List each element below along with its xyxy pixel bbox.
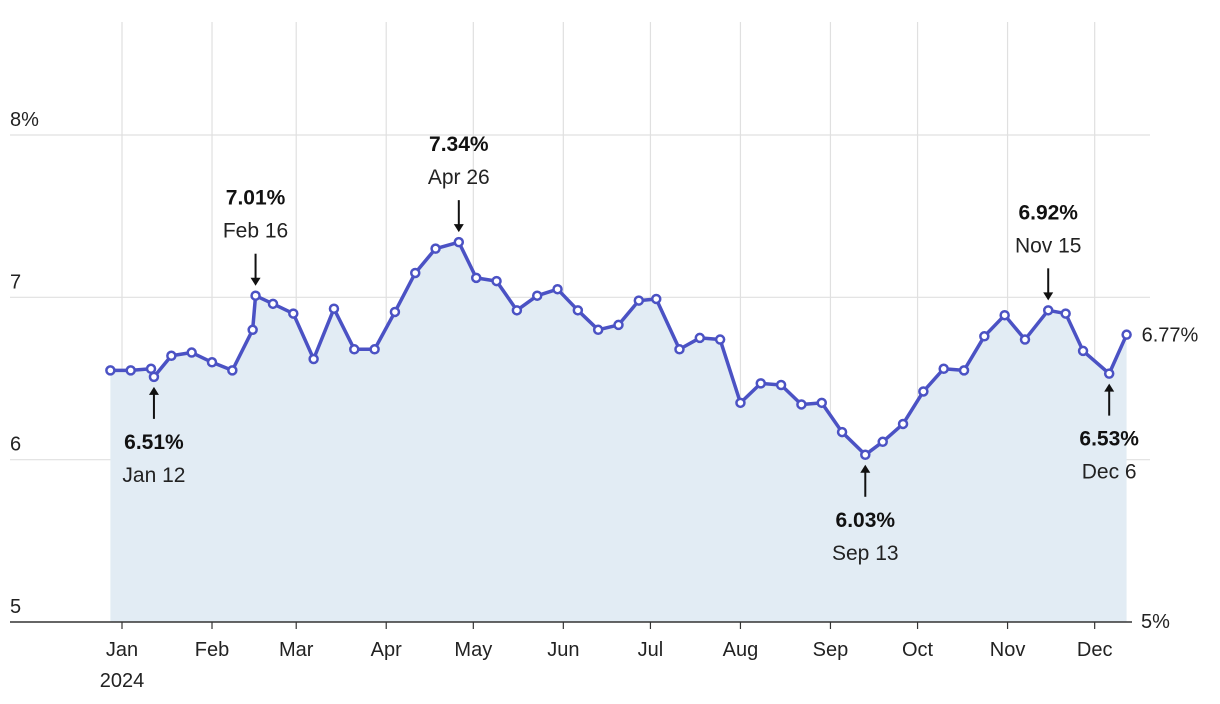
month-tick-label: Oct (902, 639, 934, 661)
data-point (308, 353, 319, 365)
y-tick-label: 7 (10, 271, 21, 293)
data-point (592, 324, 604, 336)
month-tick-label: Nov (990, 639, 1026, 661)
annotation-value: 6.03% (836, 509, 896, 532)
data-point (125, 365, 136, 376)
data-point (328, 303, 340, 314)
data-point (430, 243, 441, 254)
annotation-value: 6.51% (124, 431, 184, 454)
data-point (1077, 345, 1089, 357)
data-point (1060, 308, 1071, 319)
data-point (755, 378, 767, 389)
annotation-value: 6.53% (1079, 428, 1139, 451)
data-point (650, 293, 662, 305)
data-point (613, 319, 624, 331)
y-tick-label: 5 (10, 596, 21, 618)
data-point (247, 324, 258, 336)
data-point (349, 344, 360, 355)
data-point (836, 426, 848, 438)
annotation-arrowhead (148, 386, 159, 395)
annotation-date: Sep 13 (832, 542, 899, 565)
y-tick-label: 8% (10, 109, 39, 131)
data-point (288, 308, 299, 319)
annotation-date: Apr 26 (428, 166, 490, 189)
data-point (206, 357, 218, 368)
data-point (470, 272, 482, 284)
data-point (511, 305, 523, 316)
data-point (389, 306, 401, 318)
month-tick-label: May (454, 639, 492, 661)
annotations-layer: 6.51% Jan 12 Feb 16 7.01% Apr 26 7.34% 6.03% Se… (122, 133, 1139, 565)
data-point (999, 309, 1010, 321)
data-point (186, 347, 197, 358)
data-point (674, 344, 685, 355)
month-tick-label: Mar (279, 639, 314, 661)
year-label: 2024 (100, 670, 145, 692)
month-tick-label: Apr (371, 639, 402, 661)
annotation-date: Jan 12 (122, 464, 185, 487)
annotation-arrowhead (453, 224, 464, 233)
annotation-value: 7.34% (429, 133, 489, 156)
month-tick-label: Dec (1077, 639, 1113, 661)
last-value-label: 6.77% (1142, 325, 1199, 347)
data-point (694, 332, 706, 344)
data-point (1042, 305, 1054, 316)
data-point (148, 371, 160, 383)
data-point (918, 386, 929, 397)
data-point (1121, 329, 1132, 340)
month-tick-label: Aug (723, 639, 759, 661)
month-tick-label: Sep (813, 639, 849, 661)
area-layer (110, 242, 1127, 622)
data-point (267, 298, 279, 310)
data-point (410, 267, 421, 279)
month-tick-label: Jan (106, 639, 138, 661)
data-point (531, 290, 543, 301)
data-point (166, 350, 177, 362)
data-point (958, 365, 970, 376)
month-tick-label: Feb (195, 639, 229, 661)
data-point (552, 283, 563, 295)
month-tick-label: Jul (638, 639, 664, 661)
data-point (775, 379, 787, 391)
series-area (110, 242, 1127, 622)
data-point (250, 290, 261, 301)
annotation-value: 6.92% (1018, 201, 1078, 224)
labels-layer: Jan Feb Mar Apr May Jun Jul Aug Sep Oct Nov Dec 2024… (10, 109, 1199, 692)
data-point (897, 418, 909, 430)
right-axis-label: 5% (1141, 611, 1170, 633)
data-point (938, 363, 949, 375)
axis-layer (10, 621, 1132, 629)
data-point (491, 275, 502, 287)
data-point (145, 363, 157, 375)
annotation-arrowhead (250, 277, 261, 286)
annotation-arrowhead (1043, 292, 1054, 301)
annotation-arrowhead (1104, 383, 1115, 392)
data-point (714, 334, 726, 345)
y-tick-label: 6 (10, 434, 21, 456)
points-layer (105, 236, 1132, 461)
data-point (816, 397, 827, 409)
data-point (572, 305, 584, 316)
data-point (735, 397, 746, 409)
annotation-arrowhead (860, 464, 871, 473)
data-point (796, 399, 807, 410)
data-point (1019, 334, 1031, 345)
data-point (860, 449, 871, 461)
data-point (633, 295, 645, 306)
data-point (1103, 368, 1115, 379)
data-point (369, 344, 380, 355)
data-point (877, 436, 888, 448)
data-point (227, 365, 238, 376)
annotation-value: 7.01% (226, 187, 286, 210)
annotation-date: Dec 6 (1082, 461, 1137, 484)
annotation-date: Nov 15 (1015, 234, 1082, 257)
data-point (105, 365, 116, 376)
data-point (979, 331, 990, 342)
data-point (453, 236, 465, 248)
annotation-date: Feb 16 (223, 220, 288, 243)
month-tick-label: Jun (547, 639, 579, 661)
